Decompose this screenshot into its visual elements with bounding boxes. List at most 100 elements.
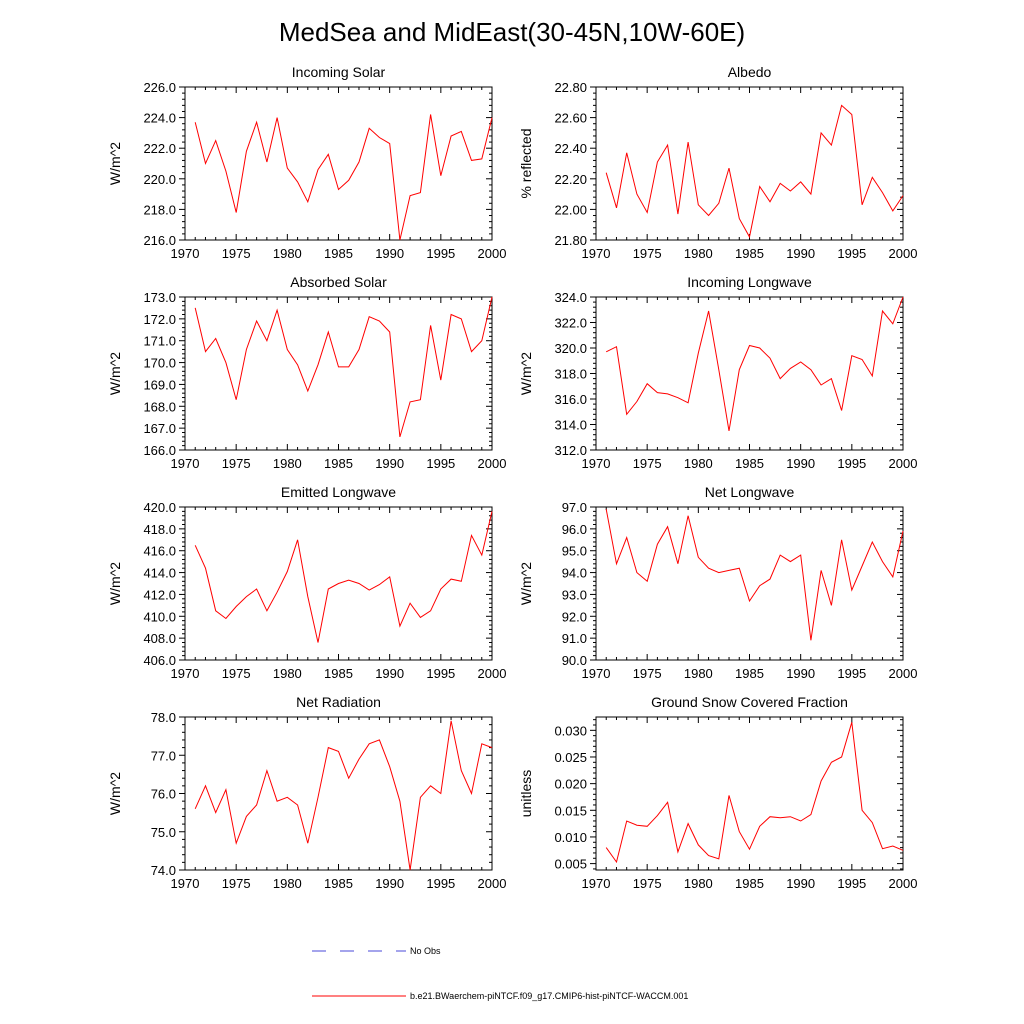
- y-tick-label: 171.0: [143, 334, 176, 349]
- y-axis-label: W/m^2: [107, 142, 123, 185]
- x-tick-label: 1980: [273, 666, 302, 681]
- y-axis-label: W/m^2: [107, 772, 123, 815]
- y-tick-label: 78.0: [151, 710, 176, 725]
- x-tick-label: 1985: [324, 456, 353, 471]
- y-tick-label: 410.0: [143, 609, 176, 624]
- x-tick-label: 1995: [837, 876, 866, 891]
- y-tick-label: 90.0: [562, 653, 587, 668]
- y-tick-label: 94.0: [562, 566, 587, 581]
- x-tick-label: 1970: [582, 666, 611, 681]
- x-tick-label: 1980: [684, 456, 713, 471]
- panel-grid: 1970 1975 1980 1985 1990 1995 2000 216.0 218.0 22…: [107, 64, 917, 891]
- y-tick-label: 22.40: [554, 141, 587, 156]
- x-tick-label: 2000: [478, 666, 507, 681]
- chart-panel-1: 1970 1975 1980 1985 1990 1995 2000 216.0 218.0 22…: [107, 64, 506, 261]
- y-tick-label: 167.0: [143, 421, 176, 436]
- y-tick-label: 314.0: [554, 418, 587, 433]
- series-line-1: [194, 720, 493, 871]
- panel-title: Incoming Solar: [292, 64, 386, 80]
- x-tick-label: 1975: [633, 456, 662, 471]
- x-tick-label: 1985: [735, 876, 764, 891]
- x-tick-label: 1995: [426, 666, 455, 681]
- y-tick-label: 316.0: [554, 392, 587, 407]
- y-tick-label: 414.0: [143, 566, 176, 581]
- series-line-1: [605, 509, 904, 641]
- y-tick-label: 168.0: [143, 399, 176, 414]
- y-tick-label: 173.0: [143, 290, 176, 305]
- y-axis-label: W/m^2: [518, 352, 534, 395]
- x-tick-label: 1980: [273, 246, 302, 261]
- y-tick-label: 0.025: [554, 750, 587, 765]
- y-tick-label: 312.0: [554, 443, 587, 458]
- x-tick-label: 1990: [786, 666, 815, 681]
- x-tick-label: 1975: [222, 666, 251, 681]
- y-tick-label: 0.015: [554, 803, 587, 818]
- y-tick-label: 170.0: [143, 356, 176, 371]
- y-tick-label: 74.0: [151, 863, 176, 878]
- y-tick-label: 416.0: [143, 544, 176, 559]
- x-tick-label: 2000: [478, 246, 507, 261]
- x-tick-label: 1995: [837, 246, 866, 261]
- x-tick-label: 2000: [889, 666, 918, 681]
- x-tick-label: 1985: [324, 246, 353, 261]
- y-tick-label: 418.0: [143, 522, 176, 537]
- x-tick-label: 1980: [273, 456, 302, 471]
- x-tick-label: 1980: [273, 876, 302, 891]
- y-tick-label: 77.0: [151, 748, 176, 763]
- y-tick-label: 76.0: [151, 787, 176, 802]
- y-axis-label: W/m^2: [518, 562, 534, 605]
- y-axis-label: % reflected: [518, 128, 534, 198]
- y-tick-label: 22.20: [554, 172, 587, 187]
- panel-title: Incoming Longwave: [687, 274, 812, 290]
- x-tick-label: 1995: [837, 456, 866, 471]
- plot-frame: [184, 296, 493, 451]
- y-tick-label: 216.0: [143, 233, 176, 248]
- series-line-1: [194, 114, 493, 241]
- plot-frame: [595, 506, 904, 661]
- x-tick-label: 1980: [684, 246, 713, 261]
- legend-obs-label: No Obs: [410, 946, 441, 956]
- y-tick-label: 222.0: [143, 141, 176, 156]
- x-tick-label: 1985: [735, 666, 764, 681]
- chart-panel-7: 1970 1975 1980 1985 1990 1995 2000 74.0 75.0 76.0…: [107, 694, 506, 891]
- panel-title: Emitted Longwave: [281, 484, 396, 500]
- x-tick-label: 1995: [837, 666, 866, 681]
- series-line-1: [194, 296, 493, 438]
- x-tick-label: 1970: [582, 456, 611, 471]
- x-tick-label: 2000: [889, 456, 918, 471]
- x-tick-label: 1975: [222, 246, 251, 261]
- x-tick-label: 1985: [324, 666, 353, 681]
- x-tick-label: 2000: [478, 456, 507, 471]
- y-tick-label: 95.0: [562, 544, 587, 559]
- series-line-1: [605, 104, 904, 239]
- chart-panel-3: 1970 1975 1980 1985 1990 1995 2000 166.0 167.0 16…: [107, 274, 506, 471]
- x-tick-label: 1975: [222, 876, 251, 891]
- x-tick-label: 1970: [171, 456, 200, 471]
- series-line-1: [194, 511, 493, 643]
- legend: No Obs b.e21.BWaerchem-piNTCF.f09_g17.CM…: [312, 946, 688, 1001]
- x-tick-label: 1990: [786, 876, 815, 891]
- chart-panel-5: 1970 1975 1980 1985 1990 1995 2000 406.0 408.0 41…: [107, 484, 506, 681]
- legend-model-label: b.e21.BWaerchem-piNTCF.f09_g17.CMIP6-his…: [410, 991, 688, 1001]
- x-tick-label: 1990: [375, 876, 404, 891]
- y-tick-label: 93.0: [562, 587, 587, 602]
- y-tick-label: 322.0: [554, 316, 587, 331]
- panel-title: Net Radiation: [296, 694, 381, 710]
- plot-frame: [595, 716, 904, 871]
- x-tick-label: 1990: [375, 666, 404, 681]
- y-tick-label: 0.010: [554, 830, 587, 845]
- plot-frame: [595, 296, 904, 451]
- series-line-1: [605, 722, 904, 864]
- y-tick-label: 324.0: [554, 290, 587, 305]
- y-tick-label: 318.0: [554, 367, 587, 382]
- chart-panel-4: 1970 1975 1980 1985 1990 1995 2000 312.0 314.0 31…: [518, 274, 917, 471]
- chart-panel-2: 1970 1975 1980 1985 1990 1995 2000 21.80 22.00 22…: [518, 64, 917, 261]
- x-tick-label: 1970: [171, 666, 200, 681]
- x-tick-label: 1990: [375, 456, 404, 471]
- x-tick-label: 1970: [582, 246, 611, 261]
- y-tick-label: 97.0: [562, 500, 587, 515]
- y-axis-label: W/m^2: [107, 562, 123, 605]
- x-tick-label: 1995: [426, 876, 455, 891]
- x-tick-label: 1990: [786, 246, 815, 261]
- x-tick-label: 1970: [171, 876, 200, 891]
